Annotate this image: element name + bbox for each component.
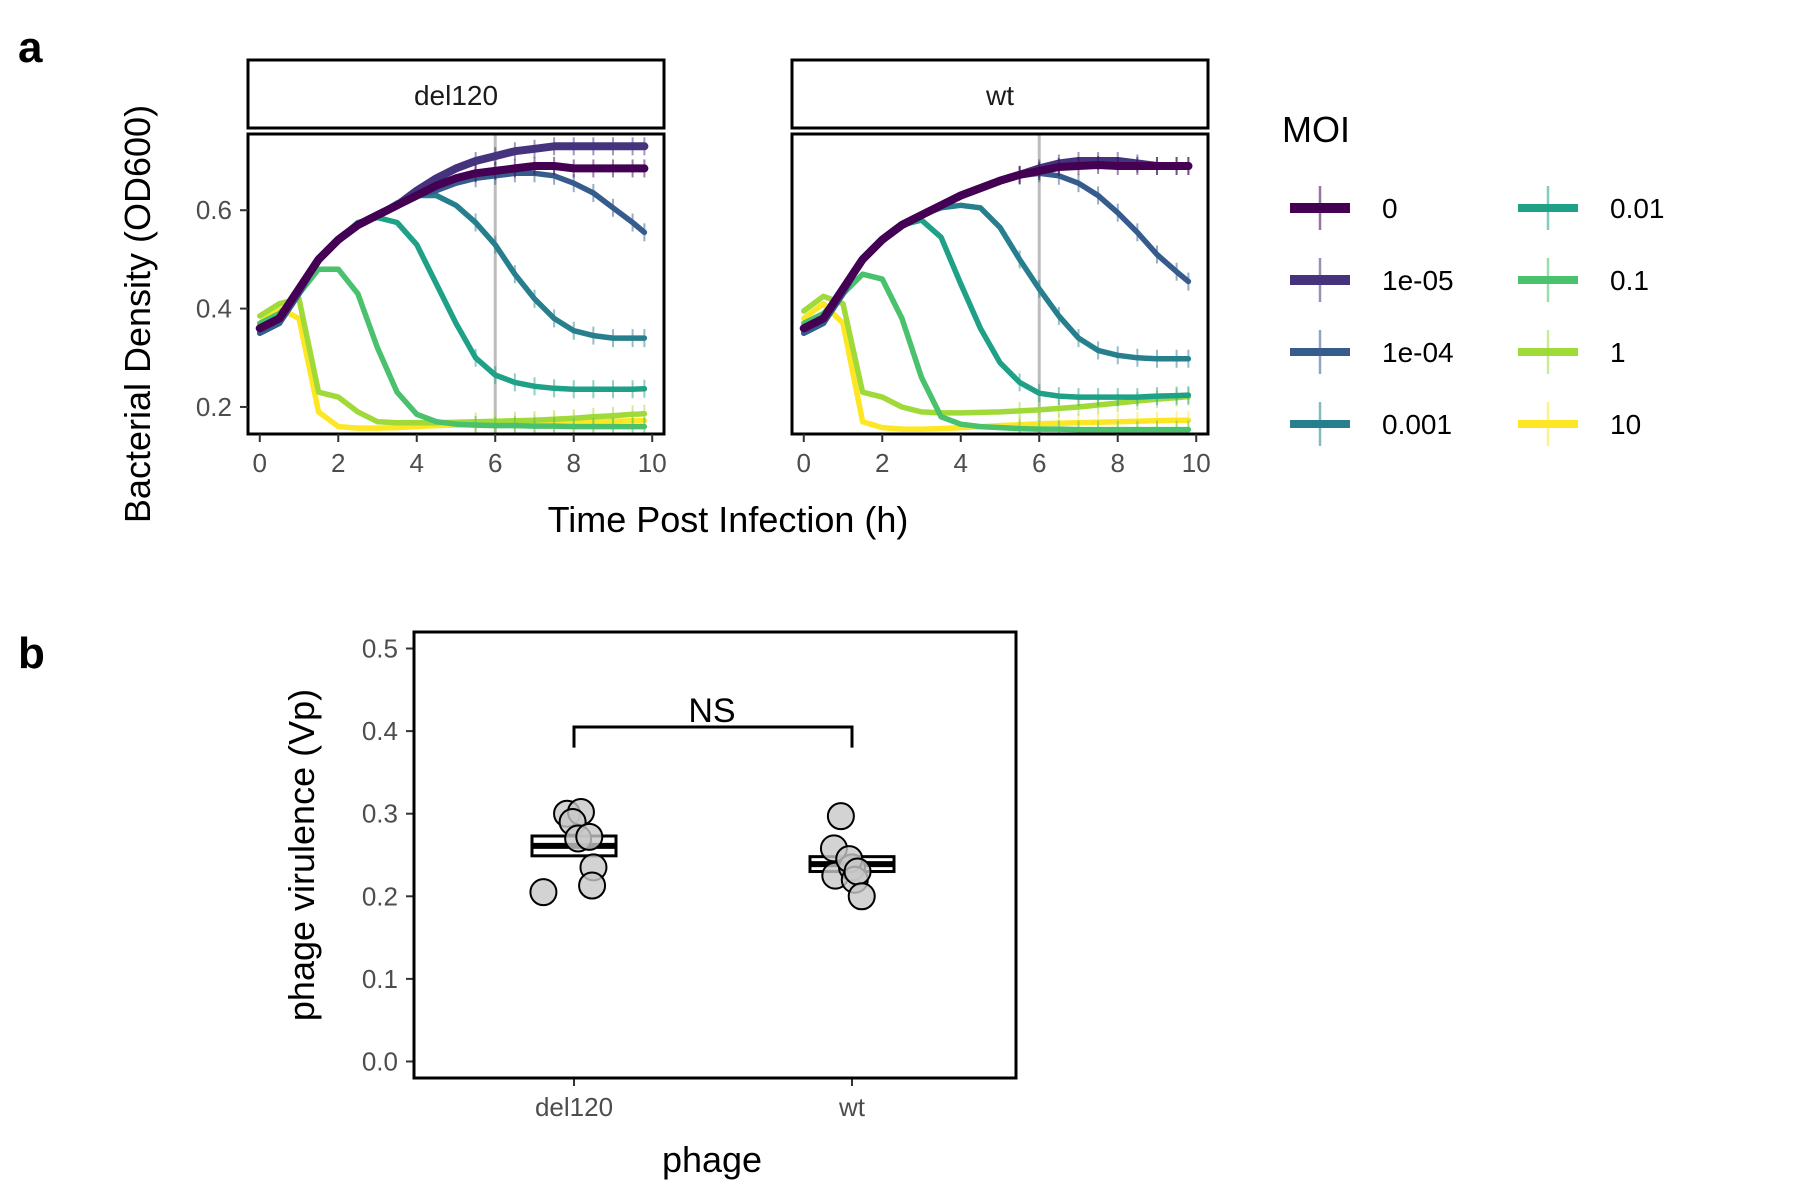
error-bars-0-001 [474, 213, 646, 348]
x-tick-label: 4 [954, 448, 968, 478]
strip-label-wt: wt [985, 80, 1014, 111]
panel-b-y-axis: 0.0 0.1 0.2 0.3 0.4 0.5 [362, 634, 414, 1076]
facet-2-series [799, 152, 1193, 434]
legend-label-moi-0-001: 0.001 [1382, 409, 1452, 440]
y-tick-label: 0.4 [362, 716, 398, 746]
panel-a-facet-2: wt 0 2 4 6 8 10 [790, 58, 1211, 478]
panel-b: 0.0 0.1 0.2 0.3 0.4 0.5 del120 wt NS phage pha… [281, 630, 1018, 1180]
legend-title: MOI [1282, 109, 1350, 150]
legend-label-moi-0: 0 [1382, 193, 1398, 224]
series-line-moi-0-01 [801, 217, 1192, 400]
x-tick-label: 8 [1111, 448, 1125, 478]
series-line-moi-0-1 [801, 271, 1192, 433]
data-point-wt [843, 857, 872, 886]
data-point-wt [826, 802, 855, 831]
data-point-del120 [578, 871, 607, 900]
facet-2-x-axis: 0 2 4 6 8 10 [797, 434, 1211, 478]
y-tick-label: 0.6 [196, 195, 232, 225]
facet-1-x-axis: 0 2 4 6 8 10 [253, 434, 667, 478]
panel-label-a: a [18, 23, 43, 72]
facet-1-plot-border [246, 132, 666, 436]
data-point-del120 [529, 878, 558, 907]
y-tick-label: 0.2 [196, 392, 232, 422]
x-tick-label-wt: wt [838, 1092, 866, 1122]
series-line-moi-0 [799, 161, 1193, 333]
significance-label: NS [688, 692, 735, 730]
x-tick-label: 8 [567, 448, 581, 478]
legend-label-moi-1e-05: 1e-05 [1382, 265, 1454, 296]
panel-b-x-axis: del120 wt [535, 1078, 866, 1122]
panel-b-marks [529, 725, 896, 911]
y-tick-label: 0.2 [362, 881, 398, 911]
x-tick-label-del120: del120 [535, 1092, 613, 1122]
data-point-del120 [575, 822, 604, 851]
legend-label-moi-0-01: 0.01 [1610, 193, 1665, 224]
series-line-moi-10 [257, 305, 648, 431]
error-bars-1e-04 [1018, 164, 1190, 291]
x-tick-label: 2 [331, 448, 345, 478]
strip-box-del120 [246, 58, 666, 130]
x-tick-label: 2 [875, 448, 889, 478]
x-tick-label: 10 [1182, 448, 1211, 478]
x-tick-label: 4 [410, 448, 424, 478]
series-line-moi-1e-04 [801, 170, 1192, 336]
y-tick-label: 0.3 [362, 799, 398, 829]
series-line-moi-0-1 [257, 266, 648, 430]
y-tick-label: 0.0 [362, 1046, 398, 1076]
x-tick-label: 6 [1032, 448, 1046, 478]
strip-box-wt [790, 58, 1210, 130]
series-line-moi-0-01 [257, 214, 648, 392]
legend-items: 0 1e-05 1e-04 0.001 0.01 0.1 1 10 [1290, 186, 1665, 446]
series-line-moi-1 [801, 293, 1192, 416]
facet-2-plot-border [790, 132, 1210, 436]
legend-label-moi-10: 10 [1610, 409, 1641, 440]
series-line-moi-0 [255, 162, 649, 333]
series-line-moi-1e-05 [255, 142, 649, 333]
x-tick-label: 0 [253, 448, 267, 478]
legend-label-moi-1: 1 [1610, 337, 1626, 368]
facet-1-y-axis: 0.2 0.4 0.6 [196, 195, 248, 422]
legend-label-moi-0-1: 0.1 [1610, 265, 1649, 296]
strip-label-del120: del120 [414, 80, 498, 111]
facet-1-series [255, 137, 649, 434]
y-tick-label: 0.5 [362, 634, 398, 664]
y-tick-label: 0.1 [362, 964, 398, 994]
panel-a-x-axis-title: Time Post Infection (h) [548, 499, 909, 540]
legend: MOI 0 1e-05 1e-04 0.001 0.01 0.1 1 10 [1282, 109, 1665, 446]
series-line-moi-1e-04 [257, 170, 648, 336]
panel-b-x-axis-title: phage [662, 1139, 762, 1180]
significance-bracket [572, 725, 854, 748]
x-tick-label: 0 [797, 448, 811, 478]
panel-b-y-axis-title: phage virulence (Vp) [281, 689, 322, 1021]
legend-label-moi-1e-04: 1e-04 [1382, 337, 1454, 368]
panel-label-b: b [18, 629, 45, 678]
y-tick-label: 0.4 [196, 294, 232, 324]
panel-a-y-axis-title: Bacterial Density (OD600) [117, 105, 158, 523]
x-tick-label: 6 [488, 448, 502, 478]
x-tick-label: 10 [638, 448, 667, 478]
panel-a-facet-1: del120 0 2 4 6 8 10 0.2 0.4 0.6 [196, 58, 667, 478]
panel-b-plot-border [412, 630, 1018, 1080]
data-point-wt [847, 882, 876, 911]
